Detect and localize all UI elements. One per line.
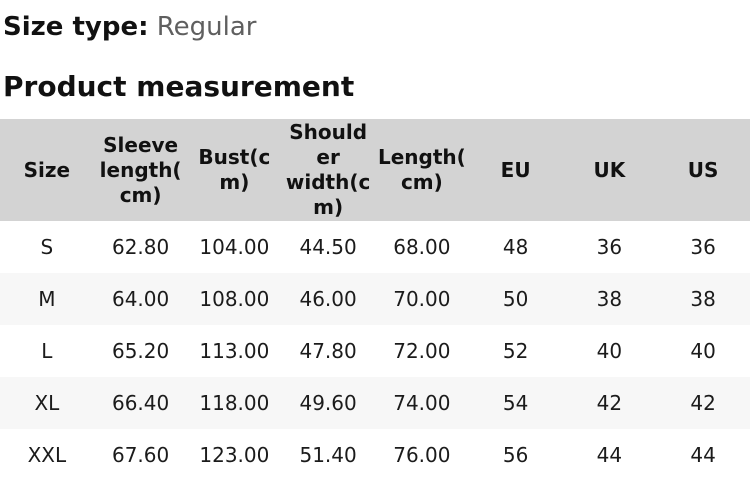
table-header-row: Size Sleeve length( cm) Bust(c m) Should…	[0, 119, 750, 221]
table-row-xxl: XXL 67.60 123.00 51.40 76.00 56 44 44	[0, 429, 750, 481]
table-cell: 48	[502, 235, 529, 259]
table-row-l: L 65.20 113.00 47.80 72.00 52 40 40	[0, 325, 750, 377]
table-row-xl: XL 66.40 118.00 49.60 74.00 54 42 42	[0, 377, 750, 429]
table-cell: 62.80	[111, 235, 170, 259]
table-cell: 51.40	[299, 443, 357, 467]
table-cell: L	[41, 339, 53, 363]
table-cell: 44	[690, 443, 716, 467]
table-cell: 36	[690, 235, 716, 259]
page-title: Product measurement	[3, 70, 355, 103]
size-type-line: Size type: Regular	[3, 12, 750, 42]
table-cell: 108.00	[199, 287, 270, 311]
table-row-s: S 62.80 104.00 44.50 68.00 48 36 36	[0, 221, 750, 273]
column-header-size: Size	[0, 119, 94, 221]
table-cell: 65.20	[111, 339, 170, 363]
size-type-label: Size type:	[3, 12, 149, 42]
table-cell: 68.00	[393, 235, 451, 259]
table-cell: 118.00	[199, 391, 270, 415]
column-header-length: Length( cm)	[375, 119, 469, 221]
table-cell: 42	[690, 391, 716, 415]
column-header-us: US	[656, 119, 750, 221]
size-measurement-table: Size Sleeve length( cm) Bust(c m) Should…	[0, 119, 750, 481]
table-cell: 50	[502, 287, 529, 311]
table-row-m: M 64.00 108.00 46.00 70.00 50 38 38	[0, 273, 750, 325]
table-cell: 113.00	[199, 339, 270, 363]
table-cell: 42	[596, 391, 623, 415]
column-header-sleeve-length: Sleeve length( cm)	[93, 119, 188, 221]
table-cell: 38	[690, 287, 716, 311]
column-header-uk: UK	[562, 119, 657, 221]
table-cell: 40	[596, 339, 623, 363]
size-type-value: Regular	[156, 12, 257, 42]
table-cell: 36	[596, 235, 623, 259]
table-cell: S	[40, 235, 54, 259]
table-cell: 40	[690, 339, 716, 363]
table-cell: 46.00	[299, 287, 357, 311]
table-cell: M	[38, 287, 56, 311]
table-cell: 72.00	[393, 339, 451, 363]
table-cell: 44	[596, 443, 623, 467]
table-cell: 56	[502, 443, 529, 467]
table-cell: 66.40	[111, 391, 170, 415]
table-cell: XL	[34, 391, 60, 415]
table-cell: 52	[502, 339, 529, 363]
table-cell: 44.50	[299, 235, 357, 259]
column-header-shoulder-width: Should er width(c m)	[281, 119, 375, 221]
table-cell: 38	[596, 287, 623, 311]
table-cell: 74.00	[393, 391, 451, 415]
table-cell: 67.60	[111, 443, 170, 467]
table-cell: 123.00	[199, 443, 270, 467]
table-cell: 49.60	[299, 391, 357, 415]
table-cell: 47.80	[299, 339, 357, 363]
table-cell: 70.00	[393, 287, 451, 311]
column-header-bust: Bust(c m)	[187, 119, 282, 221]
table-cell: 64.00	[111, 287, 170, 311]
table-cell: 104.00	[199, 235, 270, 259]
table-cell: 76.00	[393, 443, 451, 467]
table-cell: 54	[502, 391, 529, 415]
table-cell: XXL	[27, 443, 67, 467]
column-header-eu: EU	[468, 119, 563, 221]
